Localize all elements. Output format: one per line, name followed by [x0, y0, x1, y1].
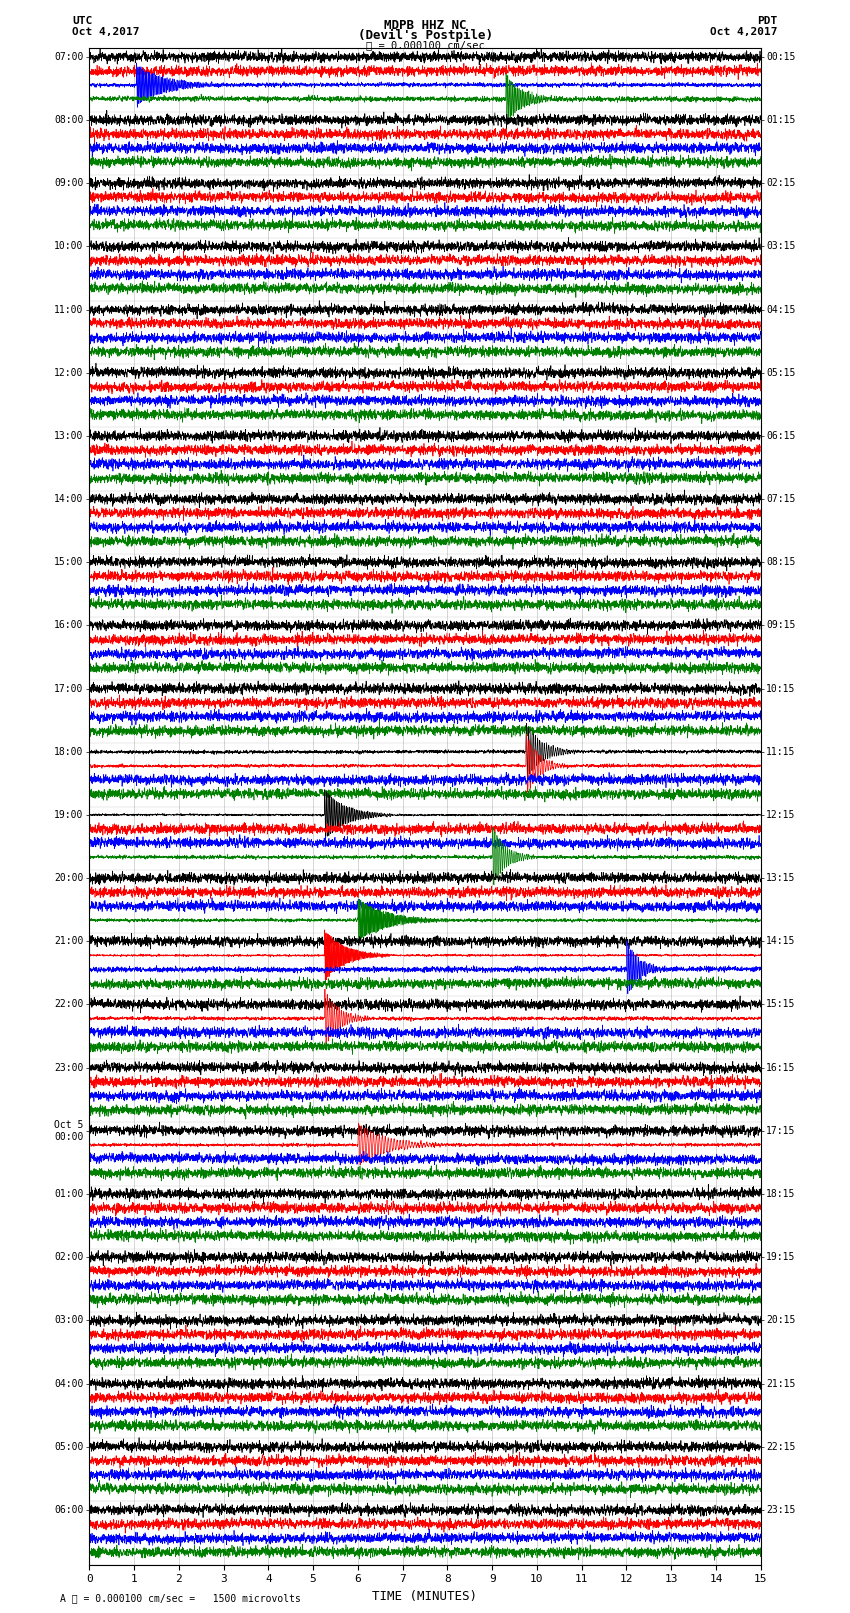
Text: Oct 4,2017: Oct 4,2017: [72, 27, 139, 37]
X-axis label: TIME (MINUTES): TIME (MINUTES): [372, 1590, 478, 1603]
Text: MDPB HHZ NC: MDPB HHZ NC: [383, 19, 467, 32]
Text: PDT: PDT: [757, 16, 778, 26]
Text: A ⏐ = 0.000100 cm/sec =   1500 microvolts: A ⏐ = 0.000100 cm/sec = 1500 microvolts: [60, 1594, 300, 1603]
Text: ⏐ = 0.000100 cm/sec: ⏐ = 0.000100 cm/sec: [366, 40, 484, 50]
Text: (Devil's Postpile): (Devil's Postpile): [358, 29, 492, 42]
Text: UTC: UTC: [72, 16, 93, 26]
Text: Oct 4,2017: Oct 4,2017: [711, 27, 778, 37]
